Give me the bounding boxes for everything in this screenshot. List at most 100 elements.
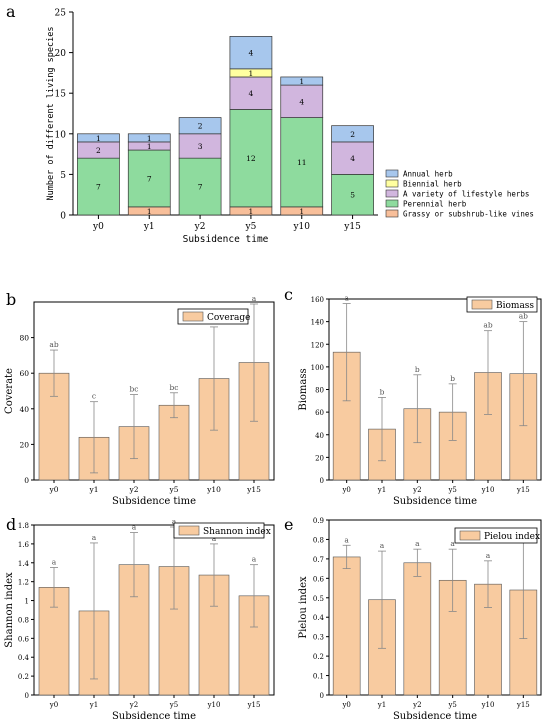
panel-label-d: d: [6, 515, 16, 534]
significance-letter: a: [415, 539, 420, 548]
y-tick-label: 20: [19, 440, 29, 449]
x-tick-label: y10: [481, 486, 495, 494]
legend-swatch: [459, 530, 481, 541]
y-tick-label: 0: [24, 476, 29, 485]
y-tick-label: 0.9: [313, 517, 324, 525]
bar-chart-shannon: 0 0.2 0.4 0.6 0.8 1 1.2 1.4 1.6 1.8 a y0 a y1 a y2 a y5 a y…: [4, 517, 275, 720]
significance-letter: ab: [49, 340, 58, 349]
stacked-bar-segment: [229, 109, 273, 208]
x-tick-label: y0: [341, 486, 350, 494]
y-tick-label: 0.1: [313, 673, 324, 681]
y-tick-label: 15: [55, 90, 67, 100]
x-tick-label: y2: [412, 486, 421, 494]
segment-value-label: 5: [350, 191, 355, 200]
x-tick-label: y5: [169, 701, 178, 709]
y-tick-label: 100: [311, 364, 324, 372]
x-tick-label: y5: [168, 485, 178, 494]
y-tick-label: 40: [19, 405, 29, 414]
x-tick-label: y1: [377, 486, 386, 494]
panel-label-e: e: [284, 515, 293, 534]
segment-value-label: 2: [96, 146, 101, 155]
legend-swatch: [471, 299, 493, 310]
panel-label-c: c: [284, 285, 293, 304]
significance-letter: b: [415, 365, 420, 374]
stacked-bar-segment: [77, 133, 120, 143]
bar: [403, 562, 432, 696]
legend-swatch: [178, 525, 200, 536]
y-tick-label: 0.2: [313, 653, 324, 661]
significance-letter: a: [172, 517, 177, 526]
significance-letter: a: [344, 535, 349, 544]
y-tick-label: 10: [55, 130, 67, 140]
legend-label: Coverage: [207, 313, 250, 323]
y-tick-label: 0.4: [313, 614, 325, 622]
y-tick-label: 5: [60, 171, 66, 181]
x-tick-label: y15: [343, 222, 361, 232]
x-tick-label: y1: [89, 701, 98, 709]
segment-value-label: 4: [249, 49, 254, 58]
segment-value-label: 1: [249, 207, 254, 216]
segment-value-label: 2: [350, 130, 355, 139]
y-tick-label: 140: [311, 319, 324, 327]
y-tick-label: 60: [315, 409, 324, 417]
y-tick-label: 0.5: [313, 595, 324, 603]
segment-value-label: 1: [249, 69, 254, 78]
x-tick-label: y15: [516, 701, 530, 709]
y-tick-label: 0.2: [18, 673, 29, 681]
y-tick-label: 0.8: [18, 616, 29, 624]
segment-value-label: 1: [299, 207, 304, 216]
x-tick-label: y15: [516, 486, 530, 494]
x-tick-label: y2: [194, 222, 206, 232]
legend-swatch: [385, 169, 399, 178]
y-tick-label: 80: [19, 334, 29, 343]
segment-value-label: 2: [198, 122, 203, 131]
legend-swatch: [182, 311, 204, 322]
x-tick-label: y1: [143, 222, 155, 232]
x-tick-label: y0: [48, 485, 58, 494]
segment-value-label: 1: [147, 134, 152, 143]
x-tick-label: y5: [447, 701, 456, 709]
x-tick-label: y2: [128, 485, 138, 494]
significance-letter: c: [92, 392, 96, 401]
segment-value-label: 7: [96, 183, 101, 192]
bar-chart-biomass: 0 20 40 60 80 100 120 140 160 a y0 b y1 b y2 b y5 ab y10 ab…: [298, 294, 542, 507]
x-tick-label: y5: [447, 486, 456, 494]
legend-label: Perennial herb: [403, 200, 467, 209]
significance-letter: a: [252, 294, 257, 303]
stacked-bar-segment: [331, 141, 374, 175]
plot-frame: [33, 301, 275, 481]
x-tick-label: y2: [129, 701, 138, 709]
x-tick-label: y1: [88, 485, 98, 494]
legend-label: Pielou index: [484, 532, 540, 542]
x-axis-title: Subsidence time: [112, 711, 196, 720]
segment-value-label: 4: [299, 97, 304, 106]
y-tick-label: 1: [25, 598, 29, 606]
y-tick-label: 0.7: [313, 556, 324, 564]
significance-letter: ab: [519, 312, 528, 321]
significance-letter: b: [380, 387, 385, 396]
segment-value-label: 4: [249, 89, 254, 98]
segment-value-label: 1: [147, 142, 152, 151]
x-tick-label: y2: [412, 701, 421, 709]
y-tick-label: 40: [315, 432, 324, 440]
stacked-bar-segment: [77, 157, 120, 216]
legend-label: A variety of lifestyle herbs: [403, 190, 529, 199]
segment-value-label: 4: [350, 154, 355, 163]
stacked-bar-segment: [229, 36, 273, 70]
significance-letter: a: [132, 523, 137, 532]
legend-label: Biomass: [496, 301, 534, 311]
y-tick-label: 0: [60, 212, 66, 222]
legend-swatch: [385, 179, 399, 188]
stacked-bar-segment: [280, 76, 324, 86]
y-axis-title: Biomass: [298, 368, 309, 410]
stacked-bar-segment: [127, 133, 171, 143]
legend-swatch: [385, 199, 399, 208]
legend-label: Shannon index: [203, 527, 271, 537]
x-tick-label: y15: [247, 701, 261, 709]
significance-letter: bc: [129, 385, 138, 394]
x-tick-label: y10: [292, 222, 310, 232]
y-tick-label: 160: [311, 296, 324, 304]
segment-value-label: 7: [198, 183, 203, 192]
significance-letter: bc: [169, 383, 178, 392]
stacked-bar-segment: [178, 117, 222, 135]
